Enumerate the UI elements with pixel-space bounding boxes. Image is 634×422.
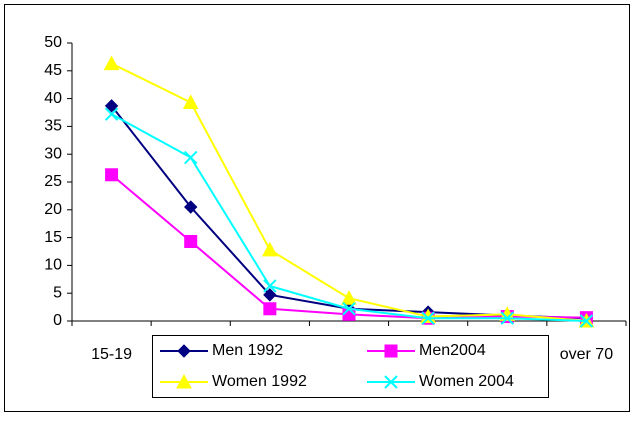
marker [263,279,277,293]
x-tick-label: over 70 [560,346,613,363]
y-tick-label: 30 [44,145,62,162]
marker [182,94,199,109]
marker [579,314,594,328]
legend-label: Men2004 [419,342,486,359]
y-tick-label: 20 [44,201,62,218]
marker [384,344,398,358]
legend-box [152,335,549,398]
marker [103,55,120,71]
y-tick-label: 50 [44,34,62,51]
y-tick-label: 5 [53,284,62,301]
y-tick-label: 15 [44,229,62,246]
marker [104,99,119,113]
marker [104,107,119,121]
marker [341,290,357,305]
marker [500,311,514,325]
legend-label: Women 1992 [212,373,307,390]
legend-label: Men 1992 [212,342,283,359]
marker [263,302,277,316]
marker [342,302,356,316]
marker [184,200,198,214]
marker [176,373,192,389]
marker [384,375,398,389]
marker [262,241,278,257]
y-tick-label: 0 [53,312,62,329]
marker [184,150,198,165]
y-tick-label: 10 [44,257,62,274]
y-tick-label: 40 [44,90,62,107]
y-tick-label: 45 [44,62,62,79]
marker [105,168,119,182]
y-tick-label: 35 [44,118,62,135]
marker [177,344,191,358]
legend-label: Women 2004 [419,373,514,390]
marker [421,311,435,325]
marker [184,234,198,248]
x-tick-label: 15-19 [91,346,132,363]
y-tick-label: 25 [44,173,62,190]
marker [263,288,277,302]
